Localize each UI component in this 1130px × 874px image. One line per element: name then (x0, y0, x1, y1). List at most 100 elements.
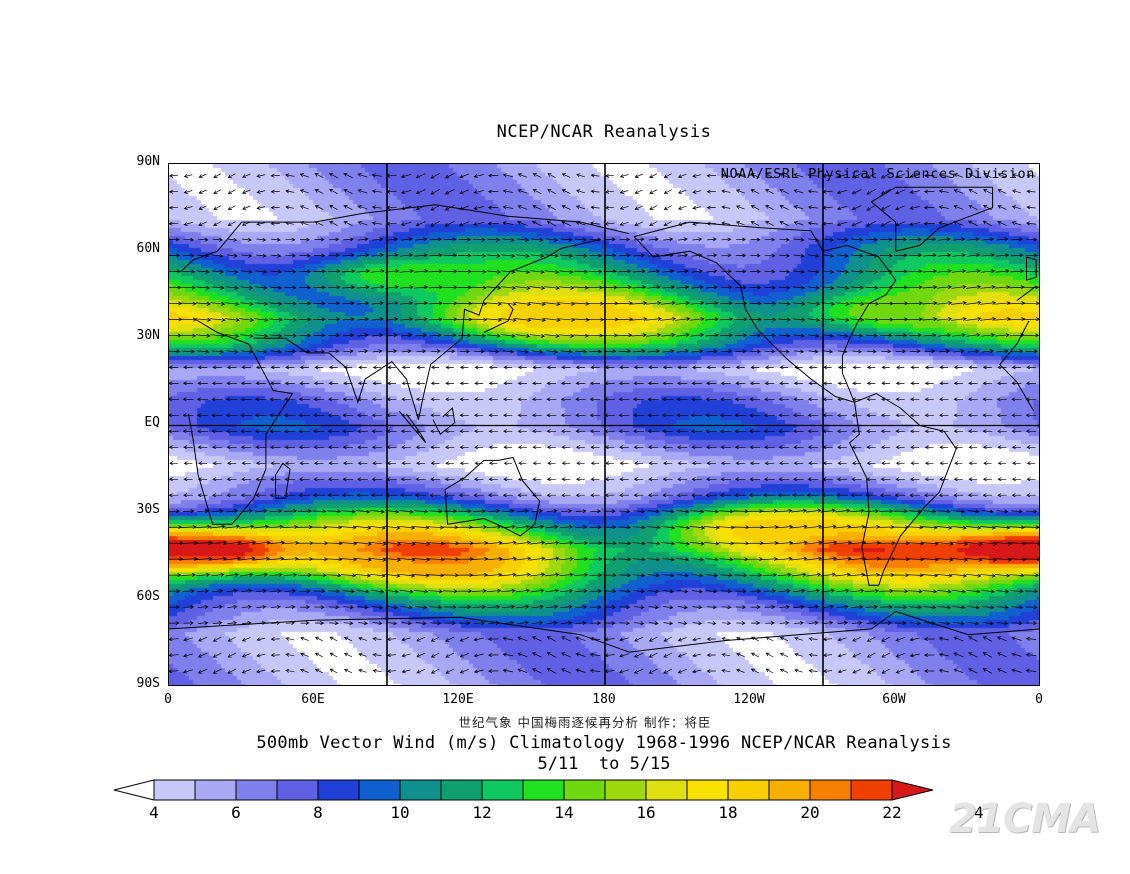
wind-vector (707, 237, 717, 242)
wind-vector (473, 620, 486, 625)
wind-vector (968, 668, 978, 674)
wind-vector (430, 636, 440, 642)
wind-vector (924, 413, 934, 418)
wind-vector (892, 573, 910, 578)
wind-vector (663, 636, 672, 642)
wind-vector (806, 572, 822, 577)
wind-vector (630, 317, 648, 321)
wind-vector (342, 445, 354, 450)
wind-vector (284, 461, 295, 466)
wind-vector (634, 189, 643, 194)
wind-vector (256, 253, 267, 258)
wind-vector (865, 237, 878, 242)
wind-vector (794, 668, 803, 673)
wind-vector (778, 429, 790, 434)
wind-vector (793, 461, 804, 466)
wind-vector (224, 524, 241, 529)
wind-vector (662, 589, 674, 594)
wind-vector (633, 365, 644, 370)
wind-vector (544, 333, 560, 338)
wind-vector (487, 237, 501, 242)
wind-vector (386, 637, 397, 642)
wind-vector (547, 461, 556, 466)
wind-vector (212, 604, 224, 609)
wind-vector (675, 541, 690, 546)
wind-vector (445, 397, 455, 402)
wind-vector (794, 636, 803, 641)
wind-vector (923, 333, 937, 338)
colorbar-label: 20 (800, 803, 820, 822)
wind-vector (908, 285, 923, 290)
wind-vector (241, 461, 251, 466)
wind-vector (474, 365, 483, 370)
wind-vector (924, 461, 934, 466)
wind-vector (503, 397, 513, 402)
wind-vector (560, 253, 574, 258)
wind-vector (589, 668, 601, 673)
wind-vector (750, 668, 759, 674)
wind-vector (648, 652, 658, 658)
wind-vector (368, 541, 387, 546)
wind-vector (966, 589, 981, 594)
wind-vector (430, 477, 441, 482)
wind-vector (922, 285, 938, 290)
wind-vector (357, 317, 370, 322)
wind-vector (720, 285, 733, 290)
wind-vector (357, 221, 368, 226)
wind-vector (719, 493, 732, 498)
wind-vector (357, 445, 368, 450)
wind-vector (198, 189, 207, 194)
wind-vector (357, 605, 369, 610)
wind-vector (779, 604, 790, 609)
wind-vector (313, 413, 325, 418)
wind-vector (632, 541, 646, 546)
wind-vector (283, 429, 296, 434)
wind-vector (734, 573, 748, 578)
wind-vector (444, 220, 455, 227)
wind-vector (386, 333, 398, 338)
wind-vector (284, 285, 297, 290)
wind-vector (779, 253, 791, 258)
wind-vector (314, 636, 323, 642)
wind-vector (982, 365, 992, 370)
wind-vector (1025, 589, 1039, 594)
wind-vector (240, 269, 253, 274)
wind-vector (590, 461, 600, 466)
wind-vector (677, 237, 688, 242)
wind-vector (749, 429, 761, 434)
colorbar-swatch (850, 779, 893, 801)
wind-vector (1009, 333, 1025, 338)
wind-vector (995, 333, 1010, 338)
wind-vector (357, 301, 370, 306)
wind-vector (734, 429, 746, 434)
wind-vector (778, 333, 791, 338)
wind-vector (572, 301, 590, 306)
wind-vector (298, 397, 310, 402)
wind-vector (822, 205, 833, 210)
wind-vector (589, 253, 602, 258)
wind-vector (619, 493, 629, 498)
wind-vector (343, 237, 354, 242)
wind-vector (706, 173, 716, 178)
wind-vector (692, 189, 702, 194)
wind-vector (807, 205, 819, 210)
wind-vector (648, 668, 658, 674)
wind-vector (558, 317, 576, 322)
wind-vector (414, 509, 429, 514)
wind-vector (675, 316, 691, 321)
wind-vector (430, 172, 440, 179)
wind-vector (226, 253, 238, 258)
wind-vector (415, 173, 426, 179)
wind-vector (880, 204, 891, 211)
wind-vector (255, 461, 266, 466)
wind-vector (285, 365, 295, 370)
lon-label-60e: 60E (301, 692, 325, 707)
wind-vector (1011, 605, 1024, 610)
wind-vector (313, 333, 326, 338)
wind-vector (735, 461, 746, 466)
wind-vector (750, 269, 761, 274)
wind-vector (371, 413, 383, 418)
wind-vector (895, 349, 907, 354)
wind-vector (356, 253, 370, 258)
wind-vector (518, 461, 527, 466)
